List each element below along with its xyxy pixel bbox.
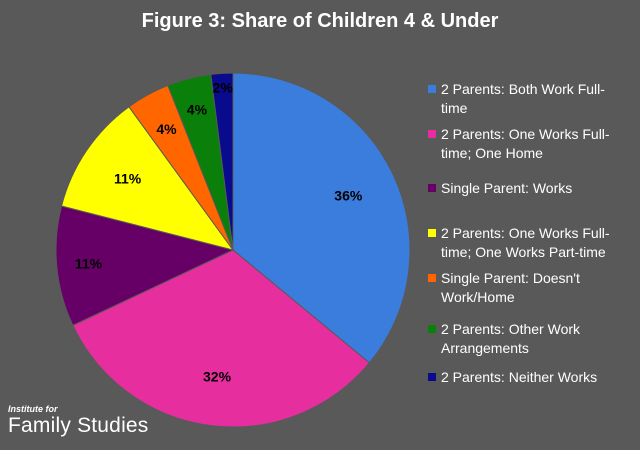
legend-swatch [428, 274, 436, 282]
pie-slice-2-parents-both-work-full-time [232, 72, 411, 364]
legend-label: Single Parent: Doesn't Work/Home [441, 270, 580, 305]
legend-swatch [428, 184, 436, 192]
legend-label: Single Parent: Works [441, 180, 573, 196]
slice-label-single-parent-works: 11% [75, 256, 103, 272]
slice-label-2-parents-one-works-full-time-one-works-part-time: 11% [114, 170, 142, 186]
pie-slice-single-parent-works [55, 205, 235, 327]
legend-swatch [428, 229, 436, 237]
slice-label-2-parents-other-work-arrangements: 4% [187, 101, 208, 117]
slice-label-single-parent-doesn-t-work-home: 4% [156, 121, 177, 137]
pie-slice-2-parents-neither-works [210, 72, 234, 251]
brand-line-2: Family Studies [8, 414, 149, 437]
legend-label: 2 Parents: Both Work Full-time [441, 81, 605, 116]
legend-swatch [428, 130, 436, 138]
legend-swatch [428, 373, 436, 381]
pie-slice-2-parents-one-works-full-time-one-home [72, 249, 371, 428]
brand-logo: Institute for Family Studies [8, 404, 149, 438]
legend-label: 2 Parents: Other Work Arrangements [441, 321, 581, 356]
slice-label-2-parents-one-works-full-time-one-home: 32% [203, 368, 232, 384]
legend-label: 2 Parents: One Works Full-time; One Work… [441, 225, 610, 260]
chart-title: Figure 3: Share of Children 4 & Under [141, 10, 499, 32]
legend-swatch [428, 85, 436, 93]
legend-swatch [428, 325, 436, 333]
pie-slice-2-parents-one-works-full-time-one-works-part-time [60, 106, 235, 251]
brand-line-1: Institute for [8, 404, 58, 414]
slice-label-2-parents-neither-works: 2% [213, 79, 234, 95]
legend-label: 2 Parents: Neither Works [441, 369, 598, 385]
slice-label-2-parents-both-work-full-time: 36% [334, 188, 363, 204]
legend-label: 2 Parents: One Works Full-time; One Home [441, 126, 610, 161]
